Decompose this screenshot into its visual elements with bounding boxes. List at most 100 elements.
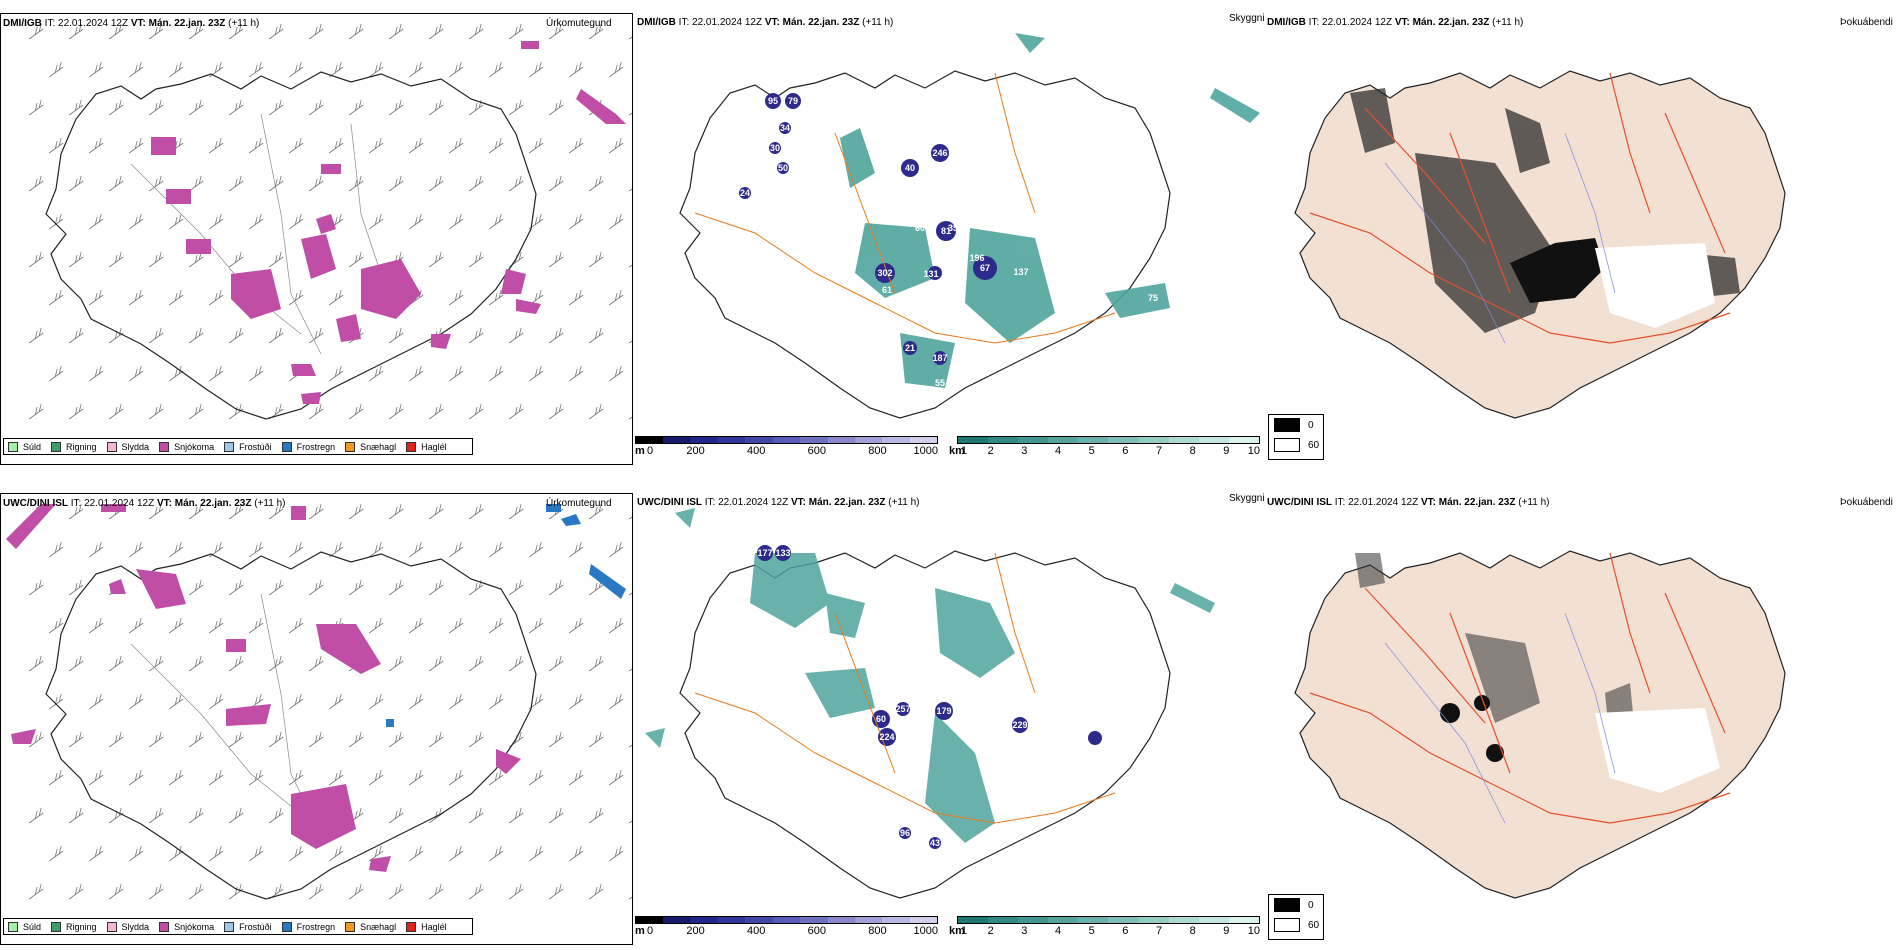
scale-color-step — [1078, 917, 1109, 923]
wind-barb — [628, 668, 632, 672]
cloud-base-value-label: 60 — [915, 223, 925, 233]
wind-barb — [628, 516, 632, 520]
wind-barb — [188, 251, 204, 268]
wind-barb — [288, 617, 304, 634]
wind-barb — [28, 99, 44, 116]
cloud-base-value-label: 49 — [750, 210, 760, 220]
wind-barb — [168, 289, 184, 306]
wind-barb — [108, 251, 124, 268]
wind-barb — [68, 807, 84, 824]
wind-barb — [528, 365, 544, 382]
wind-barb — [428, 175, 444, 192]
scale-color-step — [1018, 437, 1049, 443]
scale-color-step — [1168, 917, 1199, 923]
wind-barb — [448, 541, 464, 558]
wind-barb — [88, 541, 104, 558]
wind-barb — [68, 655, 84, 672]
wind-barb — [208, 769, 224, 786]
scale-color-step — [663, 437, 691, 443]
wind-barb — [388, 403, 404, 420]
wind-barb — [168, 693, 184, 710]
wind-barb — [548, 731, 564, 748]
legend-label: Rigning — [66, 441, 97, 452]
wind-barb — [508, 503, 524, 520]
wind-barb — [488, 61, 504, 78]
wind-barb — [128, 289, 144, 306]
fog-index-legend: 0 60 — [1268, 414, 1324, 460]
wind-barb — [148, 327, 164, 344]
wind-barb — [588, 175, 604, 192]
wind-barb — [88, 769, 104, 786]
fog-legend-label: 0 — [1308, 899, 1314, 911]
scale-color-step — [1078, 437, 1109, 443]
legend-swatch — [8, 441, 18, 452]
wind-barb — [188, 327, 204, 344]
wind-barb — [208, 365, 224, 382]
wind-barb — [448, 137, 464, 154]
wind-barb — [408, 365, 424, 382]
wind-barb — [308, 175, 324, 192]
legend-label: Haglél — [421, 441, 447, 452]
wind-barb — [388, 579, 404, 596]
wind-barb — [588, 807, 604, 824]
wind-barb — [208, 693, 224, 710]
wind-barb — [208, 617, 224, 634]
legend-swatch — [159, 441, 170, 452]
wind-barb — [408, 137, 424, 154]
fog-index-panel-uwc: UWC/DINI ISL IT: 22.01.2024 12Z VT: Mán.… — [1265, 493, 1900, 945]
wind-barb — [268, 327, 284, 344]
scale-color-step — [909, 917, 937, 923]
wind-barb — [28, 403, 44, 420]
scale-color-step — [1108, 917, 1139, 923]
wind-barb — [488, 693, 504, 710]
visibility-scale: 1 2 3 4 5 6 7 8 9 10 km — [949, 436, 1260, 460]
wind-barb — [468, 807, 484, 824]
wind-barb — [528, 769, 544, 786]
scale-color-step — [988, 437, 1019, 443]
wind-barb — [288, 61, 304, 78]
scale-tick-label: 8 — [1189, 925, 1196, 937]
wind-barb — [28, 731, 44, 748]
wind-barb — [368, 769, 384, 786]
wind-barb — [548, 251, 564, 268]
legend-swatch — [345, 921, 356, 932]
scale-color-step — [988, 917, 1019, 923]
wind-barb — [608, 769, 624, 786]
wind-barb — [328, 365, 344, 382]
wind-barb — [468, 883, 484, 900]
wind-barb — [568, 137, 584, 154]
wind-barb — [28, 883, 44, 900]
cloud-base-scale: 0 200 400 600 800 1000 m — [635, 916, 938, 940]
wind-barb — [348, 403, 364, 420]
wind-barb — [88, 213, 104, 230]
scale-color-step — [1198, 917, 1229, 923]
cloud-base-value-label: 55 — [935, 378, 945, 388]
wind-barb — [68, 327, 84, 344]
scale-tick-label: 6 — [1122, 445, 1129, 457]
wind-barb — [628, 264, 632, 268]
legend-item: Súld — [8, 441, 42, 452]
wind-barb — [148, 883, 164, 900]
wind-barb — [468, 403, 484, 420]
wind-barb — [448, 61, 464, 78]
wind-barb — [408, 61, 424, 78]
wind-barb — [488, 137, 504, 154]
scale-colorbar — [957, 436, 1260, 444]
scale-unit: m — [635, 445, 645, 457]
scale-color-step — [1048, 437, 1079, 443]
scale-tick-label: 7 — [1155, 445, 1163, 457]
wind-barb — [208, 137, 224, 154]
cloud-base-value-label: 21 — [905, 343, 915, 353]
wind-barb — [388, 99, 404, 116]
legend-label: Súld — [23, 441, 42, 452]
wind-barb — [328, 541, 344, 558]
precip-type-title: Úrkomutegund — [546, 18, 612, 29]
wind-barb — [288, 693, 304, 710]
wind-barb — [48, 213, 64, 230]
wind-barb — [448, 213, 464, 230]
scale-tick-label: 3 — [1021, 445, 1028, 457]
wind-barb — [608, 693, 624, 710]
fog-legend-item: 0 — [1269, 895, 1323, 915]
cloud-base-value-label: 187 — [932, 353, 947, 363]
cloud-base-value-label: 67 — [795, 118, 805, 128]
